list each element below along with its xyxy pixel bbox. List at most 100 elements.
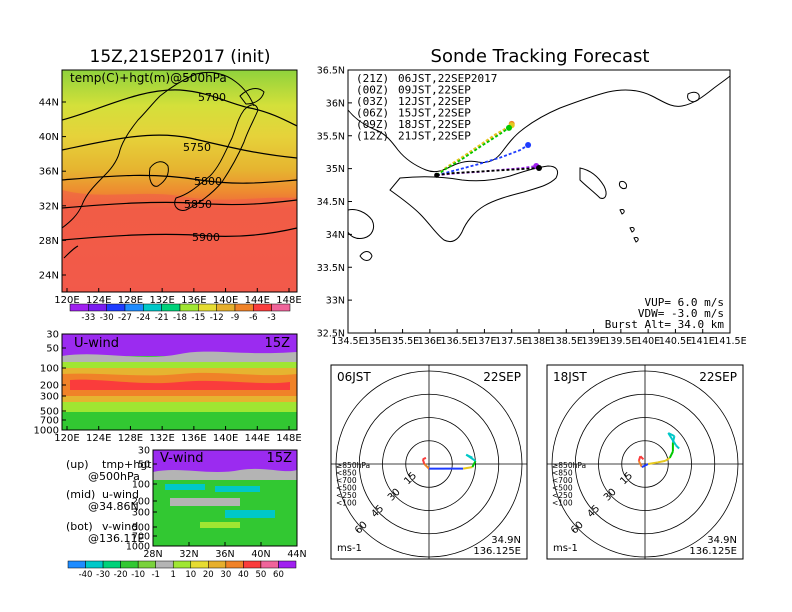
run-label: 06JST,22SEP2017 (398, 72, 497, 85)
u-pressure-tick-label: 500 (40, 407, 59, 418)
temp-lat-tick-label: 24N (39, 271, 59, 282)
track-lat-tick-label: 36.5N (317, 66, 345, 77)
tracking-legend: (21Z) 06JST,22SEP2017 (00Z) 09JST,22SEP (03Z… (356, 72, 497, 143)
hodograph-segment (421, 459, 426, 465)
colorbar-label: -24 (136, 313, 150, 323)
v-wind-lat-ticks: 28N 32N 36N 40N 44N (143, 542, 307, 560)
temp-map-frame (61, 69, 298, 293)
colorbar-label: -21 (155, 313, 169, 323)
coastline-taiwan (63, 245, 79, 259)
v-pressure-tick-label: 500 (132, 523, 150, 534)
temp-colorbar: -33 -30 -27 -24 -21 -18 -15 -12 -9 -6 -3 (69, 303, 291, 323)
coastline-izu (579, 167, 607, 199)
hodograph-lat: 34.9N (707, 535, 737, 546)
burst-alt-text: Burst Alt= 34.0 km (605, 318, 725, 331)
colorbar-swatch (198, 303, 217, 312)
u-pressure-tick-label: 50 (46, 344, 59, 355)
v-wind-label: V-wind (160, 451, 204, 466)
sonde-track-line (436, 144, 529, 177)
v-pressure-tick-label: 50 (138, 460, 150, 471)
contour-label-5800: 5800 (194, 175, 222, 188)
pressure-legend-item: <500 (552, 484, 573, 493)
hodograph-segment (465, 453, 473, 459)
sonde-track-endpoint (525, 141, 532, 148)
u-wind-lon-ticks: 120E 124E 128E 132E 136E 140E 144E 148E (54, 426, 302, 444)
track-lon-tick-label: 140.5E (659, 336, 692, 347)
track-lon-tick-label: 137.5E (495, 336, 528, 347)
v-colorbar-label: 20 (203, 570, 214, 580)
track-lat-tick-label: 35.5N (317, 131, 345, 142)
v-colorbar-swatch (172, 560, 192, 569)
hodograph-segment (668, 451, 674, 459)
temp-lon-tick-label: 148E (276, 295, 301, 306)
track-lat-tick-label: 33.5N (317, 263, 345, 274)
v-colorbar-swatch (120, 560, 139, 569)
colorbar-label: -6 (249, 313, 257, 323)
temp-lat-tick-label: 32N (39, 201, 59, 212)
hodograph-date: 22SEP (483, 370, 521, 384)
run-label: 15JST,22SEP (398, 107, 471, 120)
colorbar-swatch (106, 303, 126, 312)
track-lon-tick-label: 138.5E (550, 336, 583, 347)
v-colorbar-swatch (137, 560, 156, 569)
contour-label-5750: 5750 (183, 141, 211, 154)
sonde-track-line (436, 127, 510, 176)
colorbar-label: -12 (210, 313, 224, 323)
colorbar-swatch (88, 303, 107, 312)
temp-map-lat-ticks: 24N 28N 32N 36N 40N 44N (39, 98, 66, 282)
v-colorbar-swatch (260, 560, 279, 569)
contour-label-5900: 5900 (192, 231, 220, 244)
v-pressure-tick-label: 200 (132, 497, 150, 508)
u-lon-tick-label: 144E (245, 433, 270, 444)
v-lat-tick-label: 44N (287, 549, 306, 560)
v-colorbar-label: 40 (238, 570, 249, 580)
temp-lon-tick-label: 124E (86, 295, 111, 306)
pressure-legend-item: <850 (336, 469, 357, 478)
hodograph-segment (641, 463, 649, 468)
v-pressure-tick-label: 30 (138, 446, 150, 457)
hodograph-segment (647, 461, 658, 465)
temp-lat-tick-label: 28N (39, 236, 59, 247)
v-lat-tick-label: 28N (143, 549, 162, 560)
run-tag: (06Z) (356, 107, 389, 120)
legend-note-value: @136.11E (88, 532, 144, 545)
hodograph-date: 22SEP (699, 370, 737, 384)
launch-point (434, 172, 440, 178)
colorbar-swatch (161, 303, 181, 312)
pressure-legend-item: <250 (552, 491, 573, 500)
contour-label-5700: 5700 (198, 91, 226, 104)
hodograph-time: 06JST (337, 370, 371, 384)
pressure-legend-item: ≥850hPa (336, 461, 370, 470)
vdw-text: VDW= -3.0 m/s (638, 307, 724, 320)
sonde-track-endpoint (536, 164, 542, 171)
temp-map-panel: 15Z,21SEP2017 (init) 5700 5750 5800 5850… (39, 47, 302, 323)
colorbar-label: -27 (118, 313, 132, 323)
track-lon-tick-label: 141E (691, 336, 715, 347)
tracking-lon-ticks: 134.5E135E135.5E136E136.5E137E137.5E138E… (331, 329, 747, 347)
colorbar-swatch (143, 303, 162, 312)
track-lat-tick-label: 34N (326, 230, 345, 241)
tracking-title: Sonde Tracking Forecast (431, 46, 650, 67)
pressure-legend-item: <850 (552, 469, 573, 478)
temp-lat-tick-label: 40N (39, 132, 59, 143)
hodograph-lon: 136.125E (473, 546, 521, 557)
hodograph-unit: ms-1 (553, 543, 578, 554)
pressure-legend-item: ≥850hPa (552, 461, 586, 470)
coastline-korea (149, 161, 169, 187)
hodograph-lon: 136.125E (689, 546, 737, 557)
sonde-track-endpoint (505, 124, 512, 131)
colorbar-label: -3 (267, 313, 275, 323)
u-lon-tick-label: 128E (118, 433, 143, 444)
tracking-params: VUP= 6.0 m/s VDW= -3.0 m/s Burst Alt= 34… (605, 296, 725, 331)
u-lon-tick-label: 120E (54, 433, 79, 444)
temp-map-lon-ticks: 120E 124E 128E 132E 136E 140E 144E 148E (54, 288, 302, 306)
coastline-kii (389, 165, 559, 243)
colorbar-label: -30 (100, 313, 114, 323)
tracking-panel: Sonde Tracking Forecast 134.5E135E135.5E… (317, 46, 747, 347)
track-lat-tick-label: 33N (326, 296, 345, 307)
